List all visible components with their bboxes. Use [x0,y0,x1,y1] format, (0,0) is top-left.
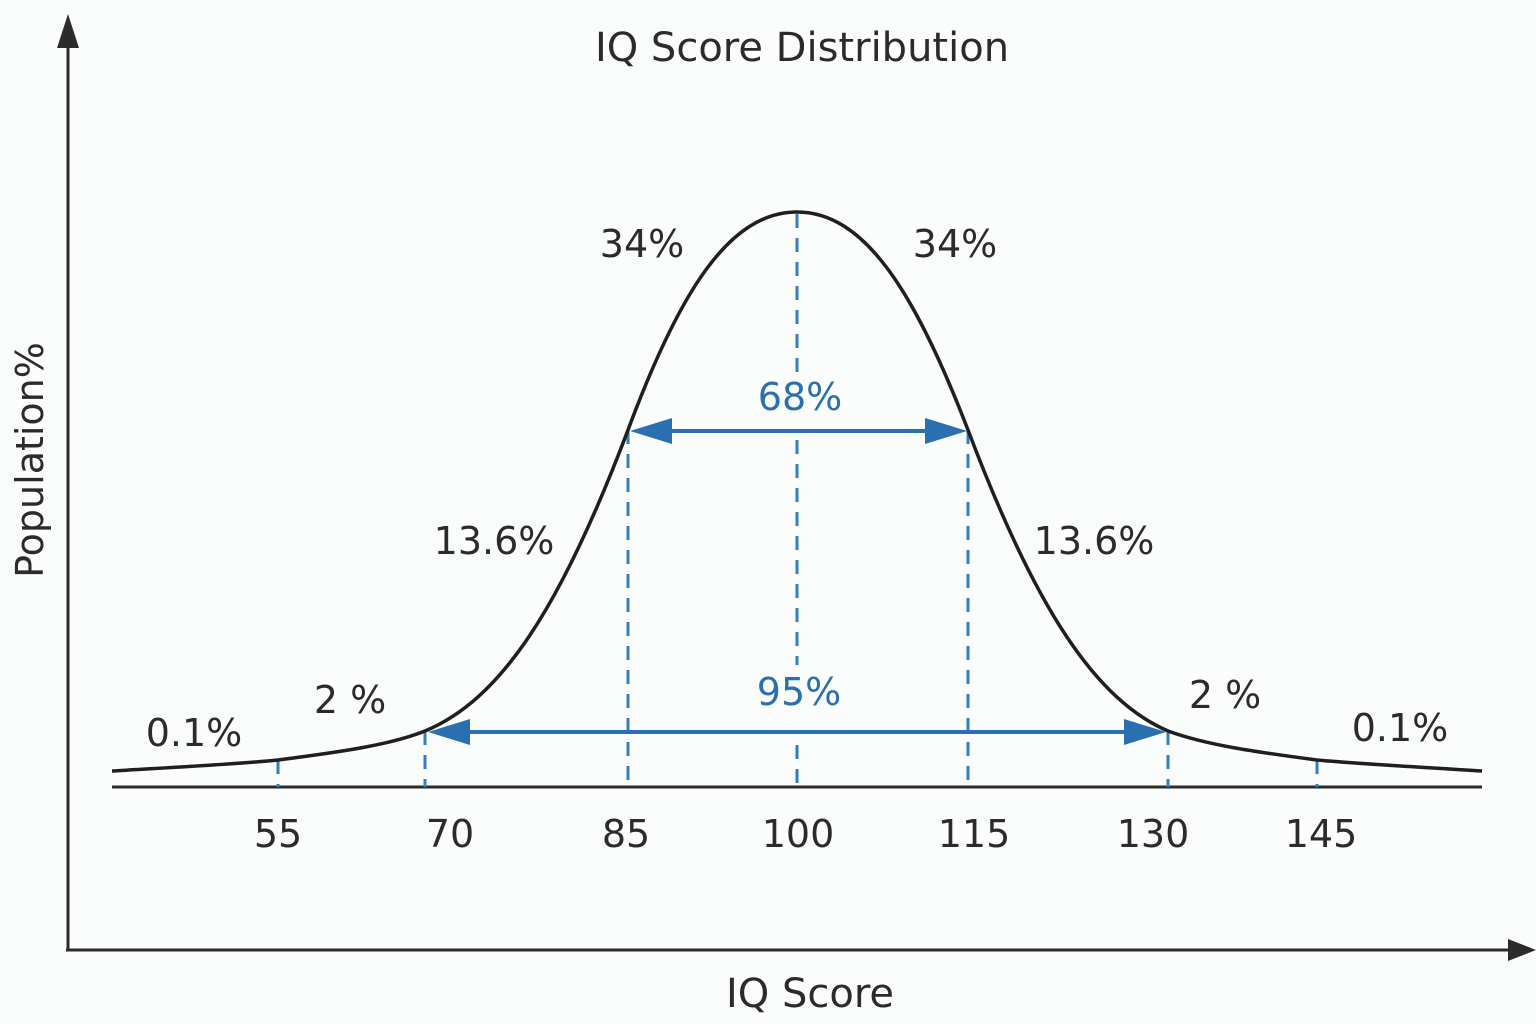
range-68-left-arrowhead-icon [630,418,672,444]
y-axis-arrow-icon [57,14,79,48]
annotation-right-2: 2 % [1188,673,1262,717]
range-95-right-arrowhead-icon [1124,719,1166,745]
x-axis-arrow-icon [1508,939,1536,961]
x-tick-label: 100 [761,812,835,856]
reference-lines [276,214,1319,787]
annotation-range-95: 95% [756,670,842,714]
bell-curve [111,210,1483,773]
x-tick-label: 55 [253,812,303,856]
x-tick-label: 145 [1284,812,1358,856]
annotation-left-13-6: 13.6% [433,519,555,563]
x-tick-label: 85 [601,812,651,856]
annotation-range-68: 68% [757,375,843,419]
annotation-right-13-6: 13.6% [1033,519,1155,563]
x-tick-label: 70 [425,812,475,856]
annotation-right-34: 34% [912,222,998,266]
chart-title: IQ Score Distribution [594,25,1010,71]
range-95-left-arrowhead-icon [428,719,470,745]
x-tick-label: 130 [1116,812,1190,856]
x-axis-label: IQ Score [725,971,895,1017]
annotation-left-34: 34% [599,222,685,266]
range-68-right-arrowhead-icon [925,418,967,444]
annotation-left-0-1: 0.1% [145,711,243,755]
x-tick-label: 115 [937,812,1011,856]
annotation-right-0-1: 0.1% [1351,706,1449,750]
annotation-left-2: 2 % [313,678,387,722]
y-axis-label: Population% [8,342,52,578]
